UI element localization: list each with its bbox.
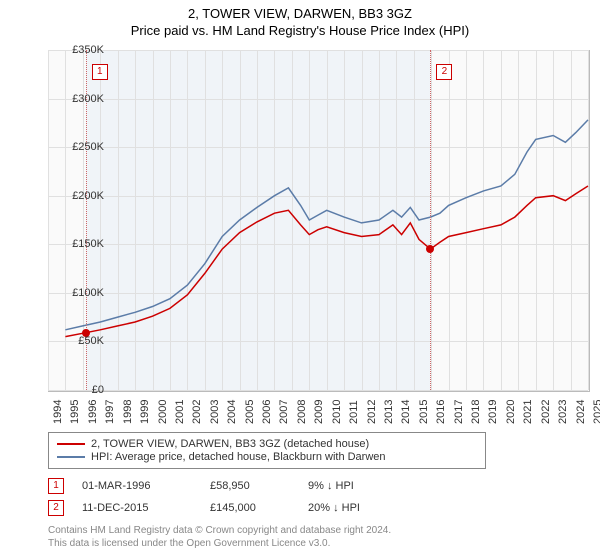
marker-badge: 2 [436, 64, 452, 80]
transactions-table: 1 01-MAR-1996 £58,950 9% ↓ HPI 2 11-DEC-… [48, 478, 398, 522]
ytick-label: £200K [54, 190, 104, 202]
xtick-label: 2003 [209, 400, 221, 424]
xtick-label: 2000 [157, 400, 169, 424]
xtick-label: 2011 [348, 400, 360, 424]
transaction-row: 2 11-DEC-2015 £145,000 20% ↓ HPI [48, 500, 398, 516]
xtick-label: 2010 [331, 400, 343, 424]
ytick-label: £300K [54, 93, 104, 105]
xtick-label: 1995 [69, 400, 81, 424]
xtick-label: 1999 [139, 400, 151, 424]
series-hpi [65, 120, 588, 330]
xtick-label: 2016 [435, 400, 447, 424]
legend: 2, TOWER VIEW, DARWEN, BB3 3GZ (detached… [48, 432, 486, 469]
xtick-label: 2005 [244, 400, 256, 424]
marker-badge: 2 [48, 500, 64, 516]
xtick-label: 1997 [104, 400, 116, 424]
legend-swatch [57, 456, 85, 458]
xtick-label: 2020 [505, 400, 517, 424]
xtick-label: 2012 [366, 400, 378, 424]
xtick-label: 1994 [52, 400, 64, 424]
footer-line: Contains HM Land Registry data © Crown c… [48, 524, 391, 537]
marker-badge: 1 [92, 64, 108, 80]
chart-title: 2, TOWER VIEW, DARWEN, BB3 3GZ [0, 6, 600, 21]
footer-attribution: Contains HM Land Registry data © Crown c… [48, 524, 391, 550]
chart-container: 2, TOWER VIEW, DARWEN, BB3 3GZ Price pai… [0, 0, 600, 560]
legend-label: 2, TOWER VIEW, DARWEN, BB3 3GZ (detached… [91, 438, 369, 450]
ytick-label: £100K [54, 287, 104, 299]
gridline-v [588, 50, 589, 390]
transaction-date: 01-MAR-1996 [82, 480, 192, 492]
xtick-label: 2024 [575, 400, 587, 424]
ytick-label: £350K [54, 44, 104, 56]
transaction-price: £145,000 [210, 502, 290, 514]
xtick-label: 2018 [470, 400, 482, 424]
ytick-label: £0 [54, 384, 104, 396]
chart-subtitle: Price paid vs. HM Land Registry's House … [0, 23, 600, 38]
xtick-label: 2001 [174, 400, 186, 424]
ytick-label: £50K [54, 335, 104, 347]
legend-item: 2, TOWER VIEW, DARWEN, BB3 3GZ (detached… [57, 438, 477, 450]
xtick-label: 1998 [122, 400, 134, 424]
xtick-label: 2023 [557, 400, 569, 424]
transaction-pct: 20% ↓ HPI [308, 502, 398, 514]
xtick-label: 2002 [191, 400, 203, 424]
marker-vline [430, 50, 431, 390]
ytick-label: £250K [54, 141, 104, 153]
ytick-label: £150K [54, 238, 104, 250]
xtick-label: 2014 [400, 400, 412, 424]
legend-item: HPI: Average price, detached house, Blac… [57, 451, 477, 463]
xtick-label: 2019 [487, 400, 499, 424]
xtick-label: 2022 [540, 400, 552, 424]
title-block: 2, TOWER VIEW, DARWEN, BB3 3GZ Price pai… [0, 0, 600, 38]
transaction-pct: 9% ↓ HPI [308, 480, 398, 492]
plot-area: 12 [48, 50, 588, 390]
xtick-label: 2025 [592, 400, 600, 424]
xtick-label: 2006 [261, 400, 273, 424]
gridline-h [48, 390, 588, 391]
xtick-label: 2015 [418, 400, 430, 424]
xtick-label: 2004 [226, 400, 238, 424]
xtick-label: 1996 [87, 400, 99, 424]
xtick-label: 2007 [278, 400, 290, 424]
xtick-label: 2017 [453, 400, 465, 424]
legend-label: HPI: Average price, detached house, Blac… [91, 451, 386, 463]
marker-dot [426, 245, 434, 253]
transaction-row: 1 01-MAR-1996 £58,950 9% ↓ HPI [48, 478, 398, 494]
marker-badge: 1 [48, 478, 64, 494]
xtick-label: 2021 [522, 400, 534, 424]
transaction-date: 11-DEC-2015 [82, 502, 192, 514]
line-series-svg [48, 50, 588, 390]
footer-line: This data is licensed under the Open Gov… [48, 537, 391, 550]
transaction-price: £58,950 [210, 480, 290, 492]
xtick-label: 2013 [383, 400, 395, 424]
xtick-label: 2008 [296, 400, 308, 424]
xtick-label: 2009 [313, 400, 325, 424]
series-price_paid [65, 186, 588, 337]
legend-swatch [57, 443, 85, 445]
